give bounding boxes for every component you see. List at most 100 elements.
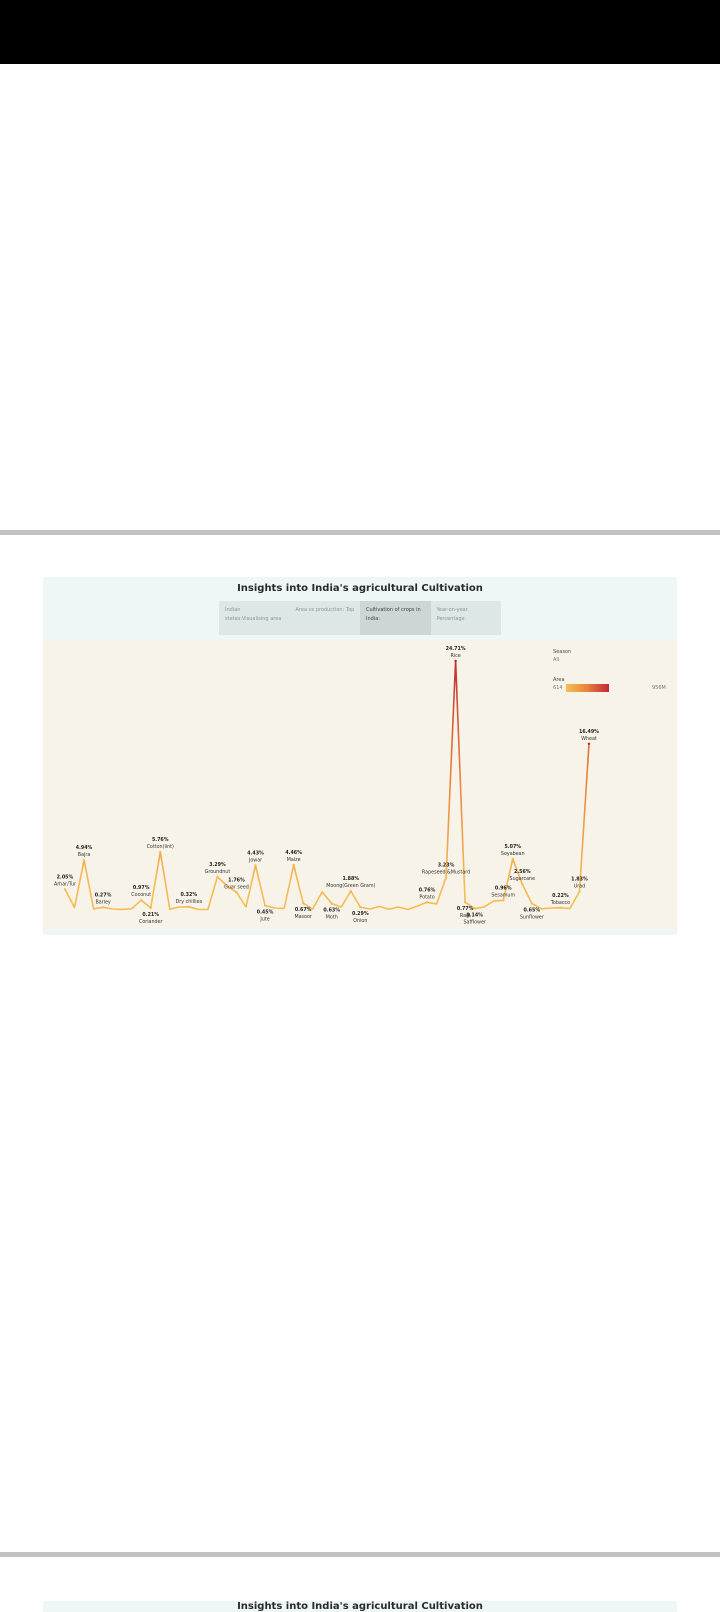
- data-point[interactable]: [216, 875, 219, 879]
- data-point[interactable]: [235, 891, 238, 894]
- data-label-crop: Masoor: [294, 914, 311, 920]
- data-label-value: 1.88%: [342, 876, 359, 882]
- data-point[interactable]: [330, 902, 333, 905]
- data-label-crop: Guar seed: [224, 884, 249, 890]
- dashboard-title-next: Insights into India's agricultural Culti…: [237, 1601, 483, 1612]
- dashboard-title: Insights into India's agricultural Culti…: [237, 583, 483, 594]
- data-label-crop: Soyabean: [501, 851, 525, 857]
- data-label-crop: Arhar/Tur: [54, 881, 76, 887]
- data-label-value: 0.65%: [524, 907, 541, 913]
- data-label-value: 24.71%: [446, 646, 466, 652]
- data-label-crop: Barley: [95, 899, 110, 905]
- series-line: [64, 660, 590, 911]
- data-label-crop: Cotton(lint): [147, 844, 174, 850]
- data-label-value: 5.76%: [152, 837, 169, 843]
- data-point[interactable]: [473, 907, 476, 910]
- data-point[interactable]: [101, 906, 105, 909]
- data-label-crop: Jowar: [248, 857, 262, 863]
- data-label-value: 1.76%: [228, 877, 245, 883]
- data-label-crop: Wheat: [581, 736, 597, 742]
- data-label-value: 0.32%: [181, 892, 198, 898]
- dashboard-tabs: Indian states:Visualising area Area vs p…: [219, 601, 501, 635]
- data-label-value: 0.45%: [257, 909, 274, 915]
- data-label-crop: Groundnut: [205, 869, 231, 875]
- data-point[interactable]: [301, 902, 305, 905]
- data-point[interactable]: [559, 906, 562, 909]
- status-bar: [0, 0, 720, 64]
- data-label-value: 3.23%: [438, 862, 455, 868]
- data-point[interactable]: [63, 888, 67, 891]
- data-label-value: 0.63%: [323, 908, 340, 914]
- data-label-value: 0.14%: [466, 913, 483, 919]
- data-label-value: 5.07%: [504, 844, 521, 850]
- data-label-value: 0.77%: [457, 906, 474, 912]
- data-point[interactable]: [359, 905, 362, 909]
- data-point[interactable]: [263, 904, 267, 907]
- data-point[interactable]: [444, 876, 448, 879]
- data-point[interactable]: [463, 901, 467, 904]
- data-label-value: 0.97%: [133, 885, 150, 891]
- data-point[interactable]: [425, 901, 429, 904]
- tab-area-vs-production[interactable]: Area vs production: Top: [289, 601, 360, 635]
- data-label-crop: Potato: [419, 894, 434, 900]
- data-label-value: 4.94%: [76, 845, 93, 851]
- data-point[interactable]: [511, 857, 514, 861]
- data-point[interactable]: [502, 899, 505, 902]
- data-label-crop: Coconut: [131, 892, 151, 898]
- data-label-value: 0.22%: [552, 893, 569, 899]
- data-point[interactable]: [187, 905, 191, 908]
- data-point[interactable]: [521, 882, 524, 886]
- data-point[interactable]: [292, 863, 295, 867]
- data-point[interactable]: [149, 906, 152, 910]
- area-legend-min: 614: [553, 685, 563, 691]
- data-label-value: 16.49%: [579, 729, 599, 735]
- data-label-value: 0.21%: [142, 912, 159, 918]
- data-label-crop: Maize: [287, 857, 301, 863]
- area-color-ramp: [566, 684, 609, 692]
- data-label-crop: Jute: [259, 916, 269, 922]
- data-point[interactable]: [578, 890, 581, 893]
- page-divider: [0, 1552, 720, 1557]
- tab-year-on-year[interactable]: Year-on-year Percentage: [430, 601, 501, 635]
- data-label-value: 0.67%: [295, 907, 312, 913]
- data-point[interactable]: [454, 659, 457, 663]
- data-label-value: 2.05%: [57, 874, 74, 880]
- data-label-crop: Onion: [353, 918, 367, 924]
- data-label-crop: Coriander: [139, 919, 163, 925]
- season-filter-value[interactable]: All: [553, 657, 560, 663]
- data-label-crop: Bajra: [78, 852, 91, 858]
- data-label-value: 0.27%: [95, 892, 112, 898]
- data-point[interactable]: [159, 850, 162, 854]
- data-point[interactable]: [140, 899, 143, 902]
- data-label-value: 0.29%: [352, 911, 369, 917]
- data-label-crop: Tobacco: [550, 900, 570, 906]
- data-label-crop: Sunflower: [520, 914, 544, 920]
- data-point[interactable]: [82, 859, 86, 862]
- data-point[interactable]: [254, 864, 257, 867]
- data-point[interactable]: [349, 889, 353, 893]
- tab-cultivation-of-crops[interactable]: Cultivation of crops in India:: [360, 601, 431, 635]
- data-label-crop: Moong(Green Gram): [326, 883, 375, 889]
- data-label-crop: Moth: [326, 915, 338, 921]
- data-label-value: 2.56%: [514, 869, 531, 875]
- dashboard-panel-next: Insights into India's agricultural Culti…: [43, 1601, 677, 1612]
- tab-indian-states[interactable]: Indian states:Visualising area: [219, 601, 290, 635]
- data-label-crop: Urad: [574, 884, 585, 890]
- data-label-value: 0.96%: [495, 885, 512, 891]
- area-legend-max: 956M: [652, 685, 666, 691]
- data-label-crop: Rice: [450, 653, 460, 659]
- data-label-value: 4.46%: [285, 850, 302, 856]
- page-divider: [0, 530, 720, 535]
- crop-line-chart: 2.05%Arhar/Tur 4.94%Bajra 0.27%Barley 0.97%…: [54, 646, 599, 926]
- dashboard-panel: Insights into India's agricultural Culti…: [43, 577, 677, 935]
- data-label-value: 4.43%: [247, 850, 264, 856]
- data-label-crop: Dry chillies: [176, 899, 203, 905]
- data-point[interactable]: [587, 742, 591, 745]
- data-label-crop: Ragi: [460, 913, 471, 919]
- data-label-crop: Safflower: [463, 920, 485, 926]
- data-point[interactable]: [530, 902, 534, 905]
- data-label-value: 0.76%: [419, 887, 436, 893]
- season-filter-title: Season: [553, 649, 572, 655]
- data-label-value: 3.29%: [209, 862, 226, 868]
- area-legend-title: Area: [553, 677, 565, 683]
